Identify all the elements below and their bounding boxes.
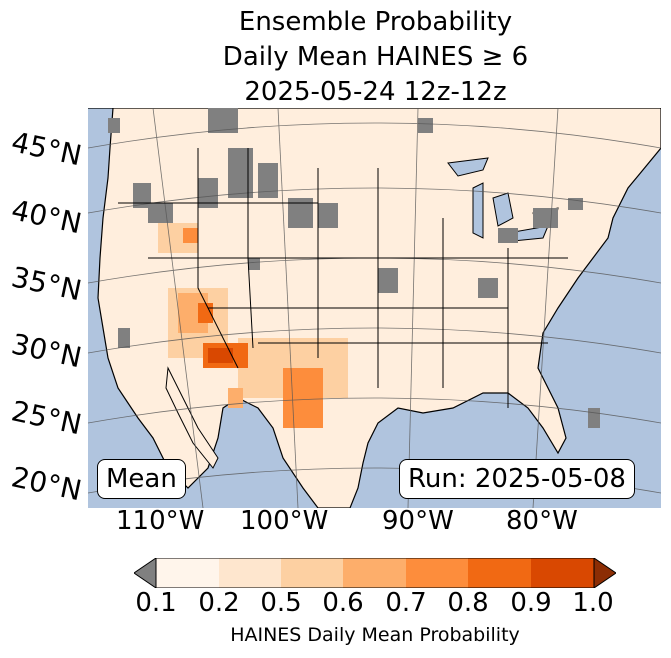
colorbar-under-arrow [134,558,157,588]
colorbar-tick-0.1: 0.1 [135,588,177,618]
graticule [88,108,661,508]
lat-label-45: 45°N [8,125,85,173]
colorbar-tick-0.9: 0.9 [510,588,552,618]
colorbar-bin-1 [156,558,219,588]
lon-label-110: 110°W [116,506,205,536]
colorbar-bin-3 [281,558,343,588]
lat-label-30: 30°N [8,327,85,375]
lat-label-40: 40°N [8,193,85,241]
lat-label-20: 20°N [8,460,85,508]
colorbar [134,558,616,588]
run-date-label-box: Run: 2025-05-08 [399,459,635,499]
colorbar-tick-0.5: 0.5 [260,588,302,618]
state-borders [118,148,568,408]
no-data-patches [108,108,600,428]
colorbar-tick-0.6: 0.6 [322,588,364,618]
colorbar-tick-0.2: 0.2 [198,588,240,618]
colorbar-bin-7 [531,558,594,588]
colorbar-bin-2 [219,558,281,588]
great-lakes [447,157,559,242]
title-line-3: 2025-05-24 12z-12z [244,77,507,107]
colorbar-tick-0.7: 0.7 [385,588,427,618]
mean-label-box: Mean [97,459,186,499]
lon-label-100: 100°W [240,506,329,536]
colorbar-frame [155,558,595,588]
colorbar-bin-5 [406,558,468,588]
colorbar-bin-6 [468,558,531,588]
colorbar-bin-4 [343,558,406,588]
colorbar-tick-0.8: 0.8 [447,588,489,618]
lat-label-25: 25°N [8,394,85,442]
lat-label-35: 35°N [8,260,85,308]
lon-label-80: 80°W [506,506,578,536]
probability-fills [158,223,348,428]
title-line-2: Daily Mean HAINES ≥ 6 [222,42,529,72]
lon-label-90: 90°W [382,506,454,536]
probability-map [88,108,661,508]
title-line-1: Ensemble Probability [238,7,513,37]
colorbar-tick-1.0: 1.0 [572,588,614,618]
colorbar-over-arrow [593,558,616,588]
colorbar-label: HAINES Daily Mean Probability [230,624,520,646]
